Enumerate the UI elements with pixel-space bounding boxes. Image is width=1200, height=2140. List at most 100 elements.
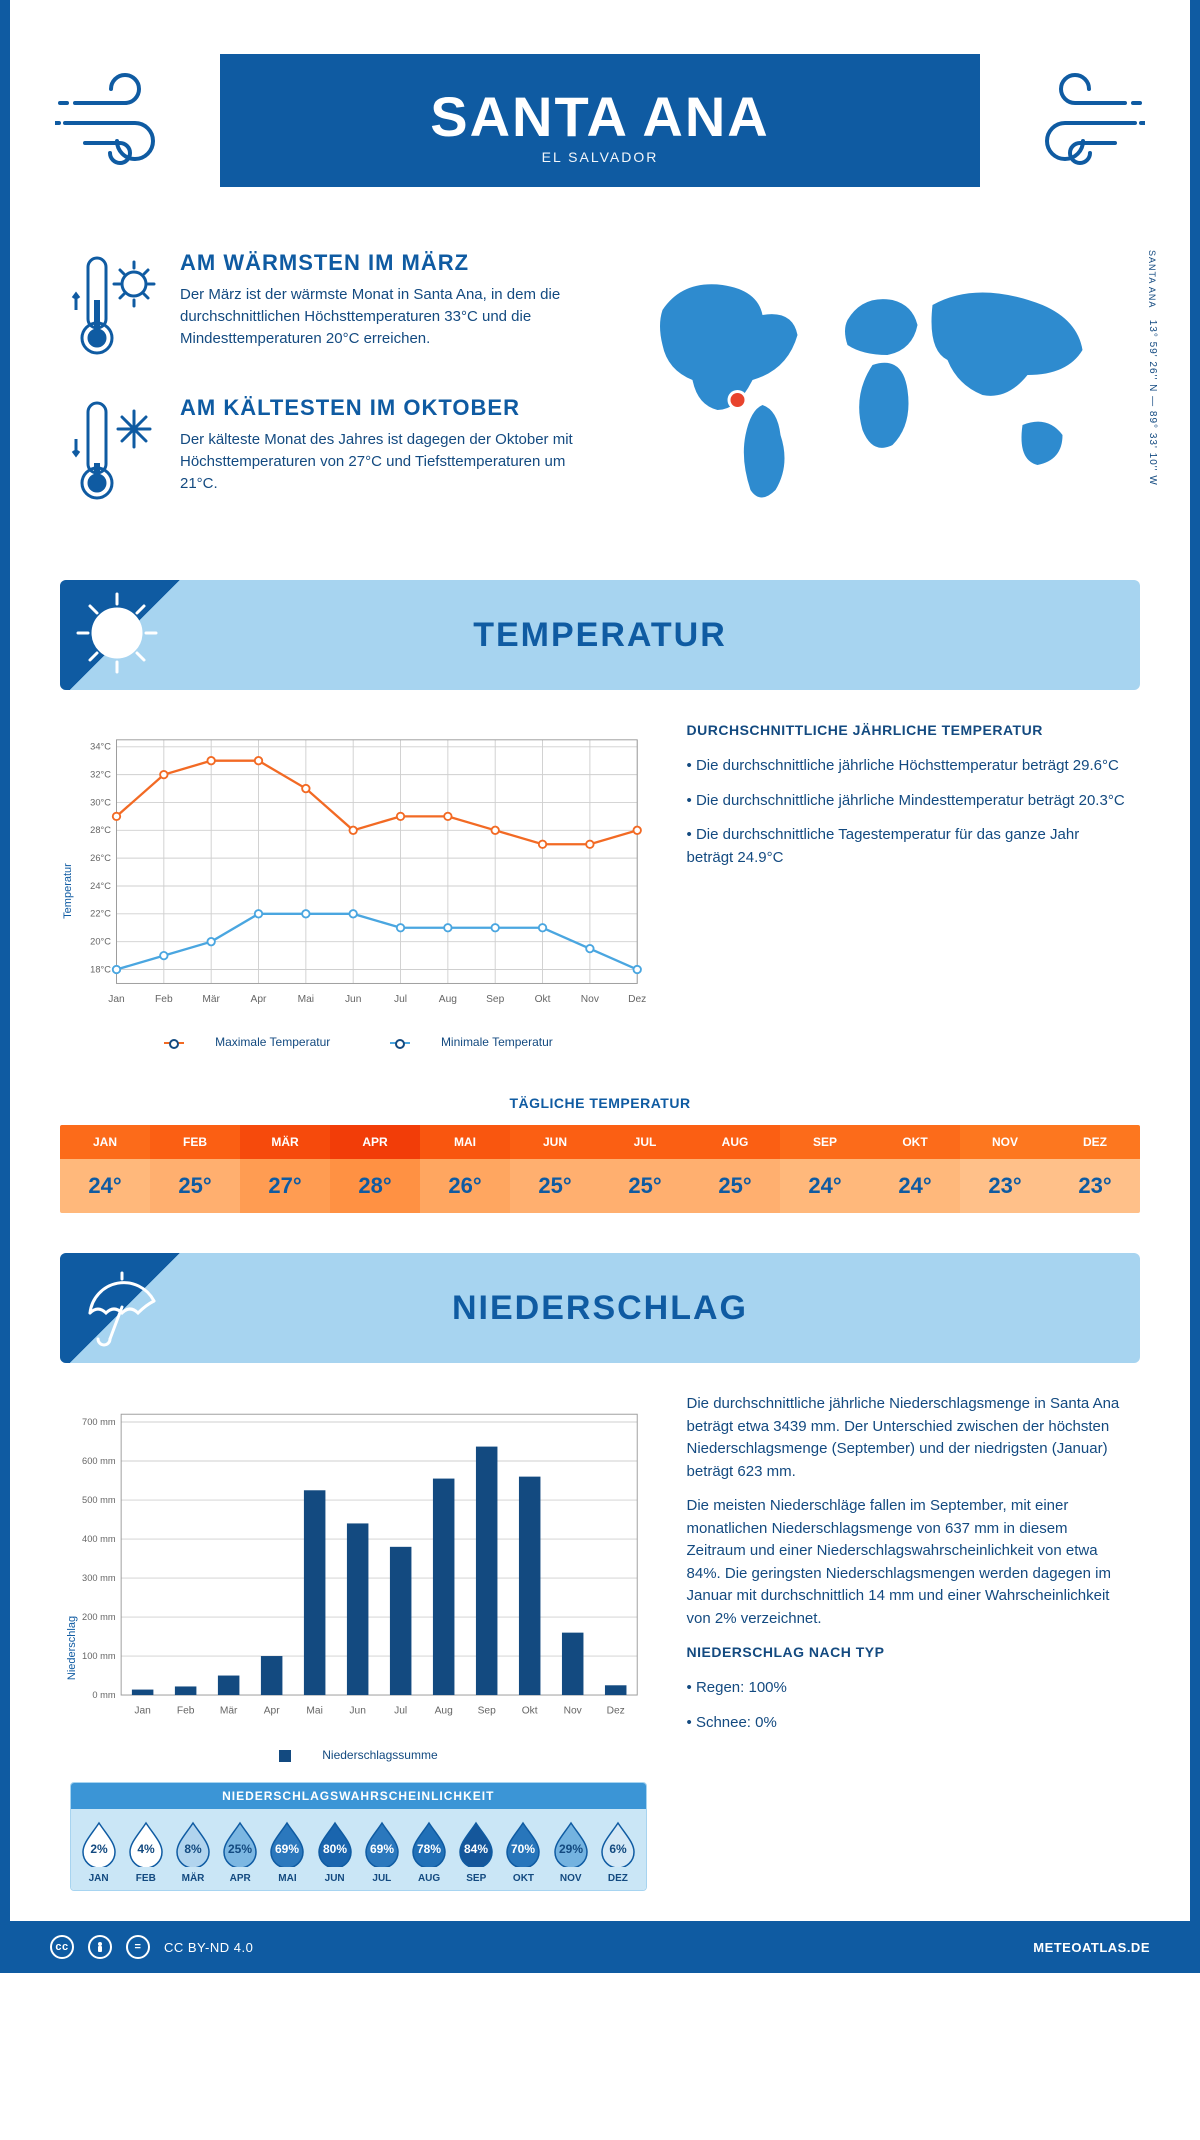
sun-icon	[72, 588, 162, 683]
precip-prob-drop: 4% FEB	[122, 1819, 169, 1884]
coldest-text: Der kälteste Monat des Jahres ist dagege…	[180, 429, 585, 494]
precipitation-summary: Die durchschnittliche jährliche Niedersc…	[687, 1393, 1130, 1891]
precip-prob-drop: 2% JAN	[75, 1819, 122, 1884]
svg-text:Jul: Jul	[394, 994, 407, 1005]
svg-text:100 mm: 100 mm	[82, 1651, 116, 1661]
svg-text:Mai: Mai	[306, 1706, 322, 1717]
svg-text:Mär: Mär	[220, 1706, 238, 1717]
world-map: SANTA ANA 13° 59' 26'' N — 89° 33' 10'' …	[615, 250, 1130, 540]
thermometer-sun-icon	[70, 250, 160, 365]
svg-text:Okt: Okt	[535, 994, 551, 1005]
svg-text:Jul: Jul	[394, 1706, 407, 1717]
precip-prob-drop: 8% MÄR	[169, 1819, 216, 1884]
wind-icon	[1000, 63, 1160, 178]
svg-text:20°C: 20°C	[90, 936, 111, 946]
precipitation-title: NIEDERSCHLAG	[452, 1289, 748, 1328]
svg-text:Apr: Apr	[264, 1706, 280, 1717]
svg-text:Sep: Sep	[478, 1706, 496, 1717]
city-title: SANTA ANA	[230, 84, 970, 149]
svg-text:Nov: Nov	[564, 1706, 583, 1717]
precipitation-chart: Niederschlag 0 mm100 mm200 mm300 mm400 m…	[70, 1393, 647, 1891]
svg-text:Jan: Jan	[134, 1706, 151, 1717]
temperature-content: Temperatur 18°C20°C22°C24°C26°C28°C30°C3…	[10, 720, 1190, 1069]
svg-text:25%: 25%	[228, 1842, 252, 1856]
title-bar: SANTA ANA EL SALVADOR	[220, 54, 980, 187]
svg-text:70%: 70%	[511, 1842, 535, 1856]
precip-prob-drop: 70% OKT	[500, 1819, 547, 1884]
svg-text:Apr: Apr	[251, 994, 267, 1005]
warmest-text: Der März ist der wärmste Monat in Santa …	[180, 284, 585, 349]
warmest-block: AM WÄRMSTEN IM MÄRZ Der März ist der wär…	[70, 250, 585, 365]
svg-text:69%: 69%	[370, 1842, 394, 1856]
svg-text:Feb: Feb	[177, 1706, 195, 1717]
svg-text:4%: 4%	[137, 1842, 155, 1856]
svg-text:28°C: 28°C	[90, 825, 111, 835]
svg-text:400 mm: 400 mm	[82, 1534, 116, 1544]
svg-text:Mär: Mär	[202, 994, 220, 1005]
precipitation-legend: Niederschlagssumme	[70, 1738, 647, 1762]
svg-text:32°C: 32°C	[90, 769, 111, 779]
precip-prob-drop: 84% SEP	[453, 1819, 500, 1884]
svg-text:22°C: 22°C	[90, 909, 111, 919]
svg-text:6%: 6%	[609, 1842, 627, 1856]
precip-prob-drop: 69% JUL	[358, 1819, 405, 1884]
svg-text:300 mm: 300 mm	[82, 1573, 116, 1583]
svg-text:78%: 78%	[417, 1842, 441, 1856]
svg-text:0 mm: 0 mm	[92, 1690, 115, 1700]
svg-text:18°C: 18°C	[90, 964, 111, 974]
country-subtitle: EL SALVADOR	[230, 149, 970, 165]
svg-text:69%: 69%	[275, 1842, 299, 1856]
precip-prob-drop: 29% NOV	[547, 1819, 594, 1884]
svg-text:2%: 2%	[90, 1842, 108, 1856]
nd-icon: =	[126, 1935, 150, 1959]
temperature-section-bar: TEMPERATUR	[60, 580, 1140, 690]
temperature-title: TEMPERATUR	[473, 616, 727, 655]
svg-text:29%: 29%	[559, 1842, 583, 1856]
precipitation-content: Niederschlag 0 mm100 mm200 mm300 mm400 m…	[10, 1393, 1190, 1911]
svg-text:30°C: 30°C	[90, 797, 111, 807]
overview-section: AM WÄRMSTEN IM MÄRZ Der März ist der wär…	[10, 240, 1190, 570]
svg-text:Dez: Dez	[628, 994, 646, 1005]
precip-prob-drop: 6% DEZ	[594, 1819, 641, 1884]
precip-prob-drop: 80% JUN	[311, 1819, 358, 1884]
svg-text:80%: 80%	[323, 1842, 347, 1856]
umbrella-icon	[72, 1261, 162, 1356]
thermometer-snow-icon	[70, 395, 160, 510]
temperature-legend: Maximale Temperatur Minimale Temperatur	[70, 1025, 647, 1049]
license-text: CC BY-ND 4.0	[164, 1940, 253, 1955]
infographic-page: SANTA ANA EL SALVADOR	[0, 0, 1200, 1973]
svg-text:Dez: Dez	[607, 1706, 625, 1717]
coordinates: SANTA ANA 13° 59' 26'' N — 89° 33' 10'' …	[1147, 250, 1158, 486]
temperature-chart: Temperatur 18°C20°C22°C24°C26°C28°C30°C3…	[70, 720, 647, 1049]
svg-text:Okt: Okt	[522, 1706, 538, 1717]
svg-text:700 mm: 700 mm	[82, 1417, 116, 1427]
svg-text:Nov: Nov	[581, 994, 600, 1005]
svg-text:26°C: 26°C	[90, 853, 111, 863]
precip-prob-drop: 69% MAI	[264, 1819, 311, 1884]
precip-prob-drop: 25% APR	[217, 1819, 264, 1884]
precipitation-probability-panel: NIEDERSCHLAGSWAHRSCHEINLICHKEIT 2% JAN 4…	[70, 1782, 647, 1891]
daily-temperature-table: JANFEBMÄRAPRMAIJUNJULAUGSEPOKTNOVDEZ24°2…	[60, 1125, 1140, 1213]
svg-text:Aug: Aug	[439, 994, 457, 1005]
daily-temperature-title: TÄGLICHE TEMPERATUR	[10, 1095, 1190, 1111]
svg-text:Sep: Sep	[486, 994, 504, 1005]
wind-icon	[40, 63, 200, 178]
by-icon	[88, 1935, 112, 1959]
precipitation-section-bar: NIEDERSCHLAG	[60, 1253, 1140, 1363]
svg-text:500 mm: 500 mm	[82, 1495, 116, 1505]
temperature-summary: DURCHSCHNITTLICHE JÄHRLICHE TEMPERATUR D…	[687, 720, 1130, 1049]
precip-prob-drop: 78% AUG	[405, 1819, 452, 1884]
svg-text:Aug: Aug	[435, 1706, 453, 1717]
coldest-block: AM KÄLTESTEN IM OKTOBER Der kälteste Mon…	[70, 395, 585, 510]
header: SANTA ANA EL SALVADOR	[10, 0, 1190, 240]
svg-text:600 mm: 600 mm	[82, 1456, 116, 1466]
site-credit: METEOATLAS.DE	[1033, 1940, 1150, 1955]
coldest-title: AM KÄLTESTEN IM OKTOBER	[180, 395, 585, 421]
svg-text:Jun: Jun	[345, 994, 362, 1005]
svg-text:84%: 84%	[464, 1842, 488, 1856]
svg-text:Jun: Jun	[349, 1706, 366, 1717]
warmest-title: AM WÄRMSTEN IM MÄRZ	[180, 250, 585, 276]
svg-text:200 mm: 200 mm	[82, 1612, 116, 1622]
svg-text:34°C: 34°C	[90, 742, 111, 752]
svg-text:8%: 8%	[184, 1842, 202, 1856]
